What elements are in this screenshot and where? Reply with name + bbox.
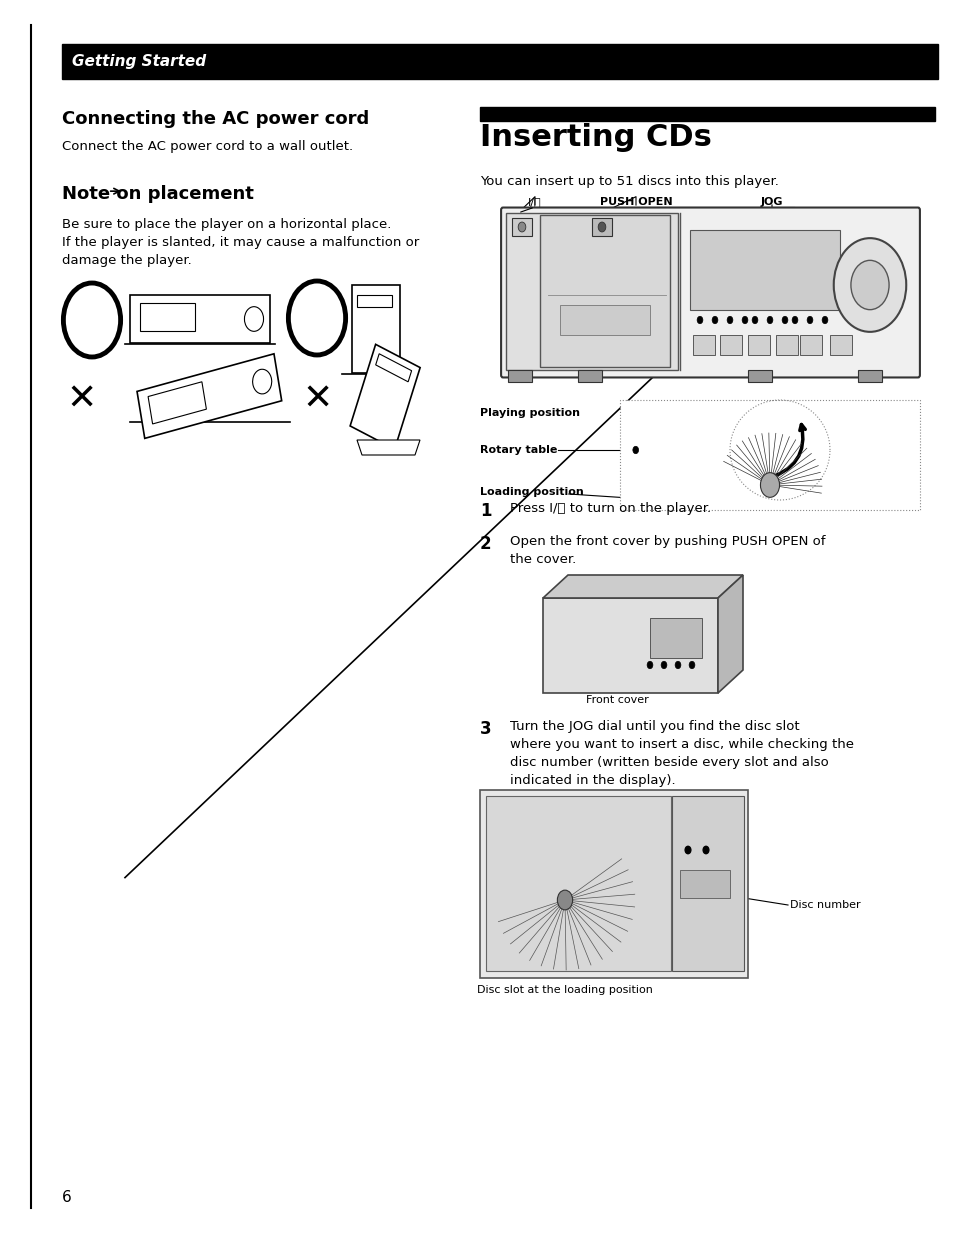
Text: Be sure to place the player on a horizontal place.
If the player is slanted, it : Be sure to place the player on a horizon…: [62, 218, 418, 268]
Text: JOG: JOG: [760, 197, 782, 207]
Circle shape: [688, 661, 694, 668]
Bar: [512, 218, 532, 236]
Bar: [829, 335, 851, 355]
Bar: [619, 399, 919, 510]
Text: Press I/ⓘ to turn on the player.: Press I/ⓘ to turn on the player.: [510, 502, 710, 515]
Bar: [485, 797, 670, 972]
Bar: [507, 370, 532, 382]
Bar: [62, 44, 937, 79]
Circle shape: [726, 317, 732, 324]
Bar: [775, 335, 797, 355]
Text: You can insert up to 51 discs into this player.: You can insert up to 51 discs into this …: [479, 175, 778, 187]
Text: ✕: ✕: [67, 383, 97, 417]
Text: Connect the AC power cord to a wall outlet.: Connect the AC power cord to a wall outl…: [62, 141, 353, 153]
Bar: [542, 598, 718, 693]
Circle shape: [244, 307, 263, 332]
FancyBboxPatch shape: [500, 207, 919, 377]
Bar: [356, 295, 392, 307]
Text: PUSH OPEN: PUSH OPEN: [599, 197, 672, 207]
Circle shape: [632, 446, 638, 454]
Bar: [148, 382, 206, 424]
Bar: [671, 797, 743, 972]
Bar: [140, 303, 194, 330]
Bar: [689, 231, 840, 309]
Bar: [130, 295, 270, 343]
Circle shape: [253, 369, 272, 393]
Text: 6: 6: [62, 1190, 71, 1205]
Bar: [479, 107, 934, 121]
Bar: [350, 344, 419, 449]
Text: Loading position: Loading position: [479, 487, 583, 497]
Polygon shape: [356, 440, 419, 455]
Bar: [857, 370, 882, 382]
Text: Connecting the AC power cord: Connecting the AC power cord: [62, 110, 369, 128]
Circle shape: [833, 238, 905, 332]
Bar: [592, 218, 612, 236]
Circle shape: [711, 317, 717, 324]
Text: ✕: ✕: [302, 383, 333, 417]
Circle shape: [517, 222, 525, 232]
Circle shape: [684, 846, 690, 853]
Circle shape: [697, 317, 702, 324]
Circle shape: [791, 317, 797, 324]
Circle shape: [63, 284, 120, 358]
Bar: [505, 213, 678, 370]
Bar: [352, 285, 399, 374]
Text: I/ⓘ: I/ⓘ: [528, 197, 541, 207]
Bar: [479, 790, 747, 978]
Bar: [800, 335, 821, 355]
Text: Inserting CDs: Inserting CDs: [479, 123, 711, 152]
Circle shape: [557, 890, 572, 910]
Circle shape: [660, 661, 666, 668]
Circle shape: [760, 472, 779, 497]
Bar: [375, 354, 411, 382]
Bar: [539, 215, 669, 367]
Circle shape: [675, 661, 680, 668]
Text: 3: 3: [479, 720, 491, 739]
Bar: [679, 870, 729, 898]
Text: Playing position: Playing position: [479, 408, 579, 418]
Circle shape: [288, 281, 345, 355]
Bar: [578, 370, 601, 382]
Circle shape: [766, 317, 772, 324]
Circle shape: [781, 317, 787, 324]
Circle shape: [850, 260, 888, 309]
Text: Disc slot at the loading position: Disc slot at the loading position: [476, 985, 652, 995]
Bar: [649, 618, 701, 658]
Text: 1: 1: [479, 502, 491, 520]
Text: Note on placement: Note on placement: [62, 185, 253, 203]
Circle shape: [751, 317, 757, 324]
Text: Front cover: Front cover: [585, 695, 648, 705]
Bar: [559, 305, 649, 335]
Bar: [720, 335, 741, 355]
Text: Open the front cover by pushing PUSH OPEN of
the cover.: Open the front cover by pushing PUSH OPE…: [510, 535, 824, 566]
Bar: [692, 335, 714, 355]
Text: Disc number: Disc number: [789, 900, 860, 910]
Bar: [747, 335, 769, 355]
Text: Getting Started: Getting Started: [71, 54, 206, 69]
Text: Rotary table: Rotary table: [479, 445, 557, 455]
Circle shape: [646, 661, 652, 668]
Text: Turn the JOG dial until you find the disc slot
where you want to insert a disc, : Turn the JOG dial until you find the dis…: [510, 720, 853, 787]
Polygon shape: [718, 575, 742, 693]
Circle shape: [821, 317, 827, 324]
Bar: [747, 370, 771, 382]
Text: 2: 2: [479, 535, 491, 552]
Circle shape: [598, 222, 605, 232]
Bar: [137, 354, 281, 439]
Polygon shape: [542, 575, 742, 598]
Circle shape: [741, 317, 747, 324]
Circle shape: [702, 846, 708, 853]
Circle shape: [806, 317, 812, 324]
